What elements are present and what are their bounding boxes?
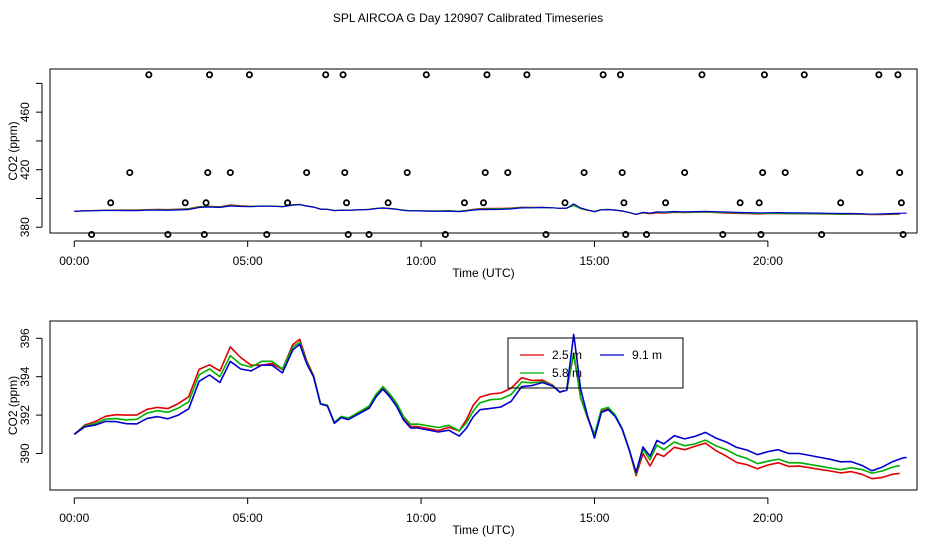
- calibration-point: [616, 71, 624, 79]
- calibration-point: [580, 169, 588, 177]
- x-tick-label: 20:00: [753, 254, 783, 268]
- calibration-point: [736, 199, 744, 207]
- plot-frame: [49, 320, 918, 491]
- calibration-point: [622, 230, 630, 238]
- calibration-point: [441, 230, 449, 238]
- calibration-point: [504, 169, 512, 177]
- calibration-point: [226, 169, 234, 177]
- calibration-point: [781, 169, 789, 177]
- calibration-point: [875, 71, 883, 79]
- x-tick-label: 10:00: [406, 254, 436, 268]
- y-tick-label: 396: [18, 328, 32, 348]
- calibration-point: [618, 169, 626, 177]
- calibration-point: [662, 199, 670, 207]
- figure-title: SPL AIRCOA G Day 120907 Calibrated Times…: [333, 11, 603, 25]
- calibration-point: [698, 71, 706, 79]
- calibration-point: [204, 169, 212, 177]
- calibration-point: [542, 230, 550, 238]
- series-line-2-5-m: [73, 338, 900, 480]
- calibration-point: [894, 71, 902, 79]
- plot-frame: [49, 68, 918, 234]
- calibration-point: [200, 230, 208, 238]
- x-axis-label: Time (UTC): [452, 523, 514, 537]
- calibration-point: [322, 71, 330, 79]
- x-axis-label: Time (UTC): [452, 266, 514, 280]
- y-tick-label: 420: [18, 159, 32, 179]
- x-tick-label: 00:00: [59, 511, 89, 525]
- calibration-point: [422, 71, 430, 79]
- calibration-point: [88, 230, 96, 238]
- calibration-point: [245, 71, 253, 79]
- legend-label: 9.1 m: [632, 348, 662, 362]
- calibration-point: [341, 169, 349, 177]
- x-tick-label: 10:00: [406, 511, 436, 525]
- calibration-point: [365, 230, 373, 238]
- calibration-point: [344, 230, 352, 238]
- x-tick-label: 15:00: [579, 511, 609, 525]
- calibration-point: [483, 71, 491, 79]
- calibration-point: [206, 71, 214, 79]
- legend-label: 5.8 m: [552, 366, 582, 380]
- calibration-point: [642, 230, 650, 238]
- legend: 2.5 m 9.1 m 5.8 m: [507, 337, 684, 389]
- x-tick-label: 20:00: [753, 511, 783, 525]
- series-line-9-1-m: [73, 333, 907, 474]
- calibration-point: [164, 230, 172, 238]
- x-tick-label: 00:00: [59, 254, 89, 268]
- calibration-point: [755, 199, 763, 207]
- y-tick-label: 390: [18, 443, 32, 463]
- calibration-point: [145, 71, 153, 79]
- series-line-5-8-m: [73, 341, 900, 475]
- x-tick-label: 05:00: [233, 511, 263, 525]
- calibration-point: [856, 169, 864, 177]
- x-tick-label: 05:00: [233, 254, 263, 268]
- calibration-point: [181, 199, 189, 207]
- y-tick-label: 394: [18, 366, 32, 386]
- calibration-point: [800, 71, 808, 79]
- calibration-point: [339, 71, 347, 79]
- calibration-point: [126, 169, 134, 177]
- calibration-point: [403, 169, 411, 177]
- calibration-point: [837, 199, 845, 207]
- calibration-point: [599, 71, 607, 79]
- legend-box: [507, 337, 684, 389]
- calibration-point: [681, 169, 689, 177]
- calibration-point: [818, 230, 826, 238]
- y-axis-label: CO2 (ppm): [6, 376, 20, 435]
- series-line-9-1-m: [74, 203, 907, 215]
- calibration-point: [479, 199, 487, 207]
- y-tick-label: 380: [18, 217, 32, 237]
- y-axis-label: CO2 (ppm): [6, 121, 20, 180]
- calibration-point: [284, 199, 292, 207]
- x-tick-label: 15:00: [579, 254, 609, 268]
- calibration-point: [384, 199, 392, 207]
- y-tick-label: 460: [18, 102, 32, 122]
- calibration-point: [759, 169, 767, 177]
- calibration-point: [523, 71, 531, 79]
- calibration-point: [263, 230, 271, 238]
- calibration-point: [760, 71, 768, 79]
- bottom-panel-timeseries: 00:00 05:00 10:00 15:00 20:00 Time (UTC) 390 39…: [6, 320, 918, 537]
- calibration-point: [899, 230, 907, 238]
- calibration-point: [343, 199, 351, 207]
- calibration-point: [620, 199, 628, 207]
- calibration-point: [757, 230, 765, 238]
- calibration-point: [107, 199, 115, 207]
- calibration-point: [481, 169, 489, 177]
- calibration-point: [897, 199, 905, 207]
- y-tick-label: 392: [18, 405, 32, 425]
- legend-label: 2.5 m: [552, 348, 582, 362]
- plot-area: [74, 71, 907, 238]
- top-panel-calibration: 00:00 05:00 10:00 15:00 20:00 Time (UTC) 380 42…: [6, 68, 918, 280]
- calibration-point: [303, 169, 311, 177]
- calibration-point: [561, 199, 569, 207]
- calibration-point: [896, 169, 904, 177]
- calibration-point: [460, 199, 468, 207]
- calibration-point: [719, 230, 727, 238]
- calibration-point: [202, 199, 210, 207]
